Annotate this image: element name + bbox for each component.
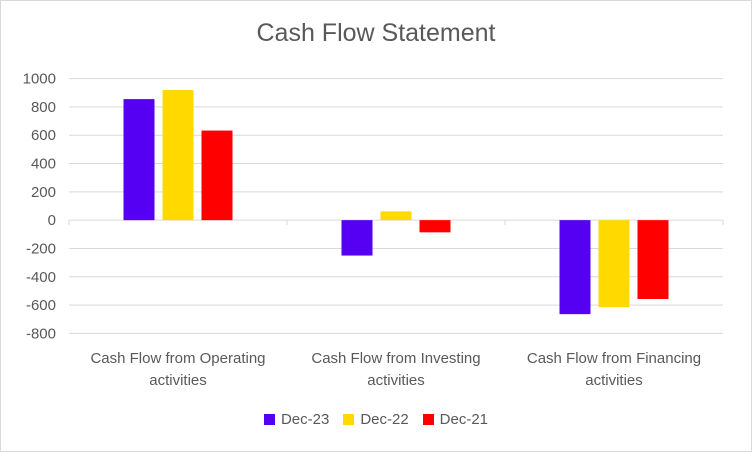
legend-label: Dec-21 (439, 411, 489, 428)
bar-Dec-22 (598, 220, 630, 308)
legend: Dec-23 Dec-22 Dec-21 (1, 411, 751, 428)
legend-swatch (422, 414, 434, 425)
legend-item: Dec-21 (422, 411, 489, 428)
bar-Dec-22 (162, 90, 194, 221)
y-tick-label: -800 (26, 325, 56, 342)
legend-label: Dec-22 (360, 411, 409, 428)
chart-title: Cash Flow Statement (256, 19, 496, 47)
legend-label: Dec-23 (280, 411, 330, 428)
bar-Dec-22 (380, 211, 412, 221)
legend-item: Dec-23 (263, 411, 330, 428)
x-tick-label: activities (149, 372, 207, 389)
y-tick-label: 0 (48, 212, 56, 229)
legend-item: Dec-22 (343, 411, 409, 428)
y-tick-label: 200 (31, 184, 56, 201)
bar-Dec-21 (637, 220, 669, 300)
bar-Dec-23 (559, 220, 591, 315)
bar-Dec-23 (341, 220, 373, 256)
y-tick-label: 400 (31, 156, 56, 173)
x-tick-label: activities (585, 372, 643, 389)
x-tick-label: Cash Flow from Investing (311, 350, 480, 367)
legend-swatch (263, 414, 275, 425)
y-tick-label: -200 (26, 240, 56, 257)
legend-swatch (343, 414, 355, 425)
bar-Dec-23 (123, 99, 155, 221)
x-tick-label: activities (367, 372, 425, 389)
bar-Dec-21 (201, 130, 233, 221)
y-tick-label: 800 (31, 99, 56, 116)
y-tick-label: -600 (26, 297, 56, 314)
x-tick-label: Cash Flow from Operating (90, 350, 265, 367)
y-tick-label: -400 (26, 269, 56, 286)
y-tick-label: 1000 (23, 71, 56, 88)
y-tick-label: 600 (31, 127, 56, 144)
bar-Dec-21 (419, 220, 451, 233)
x-tick-label: Cash Flow from Financing (527, 350, 701, 367)
